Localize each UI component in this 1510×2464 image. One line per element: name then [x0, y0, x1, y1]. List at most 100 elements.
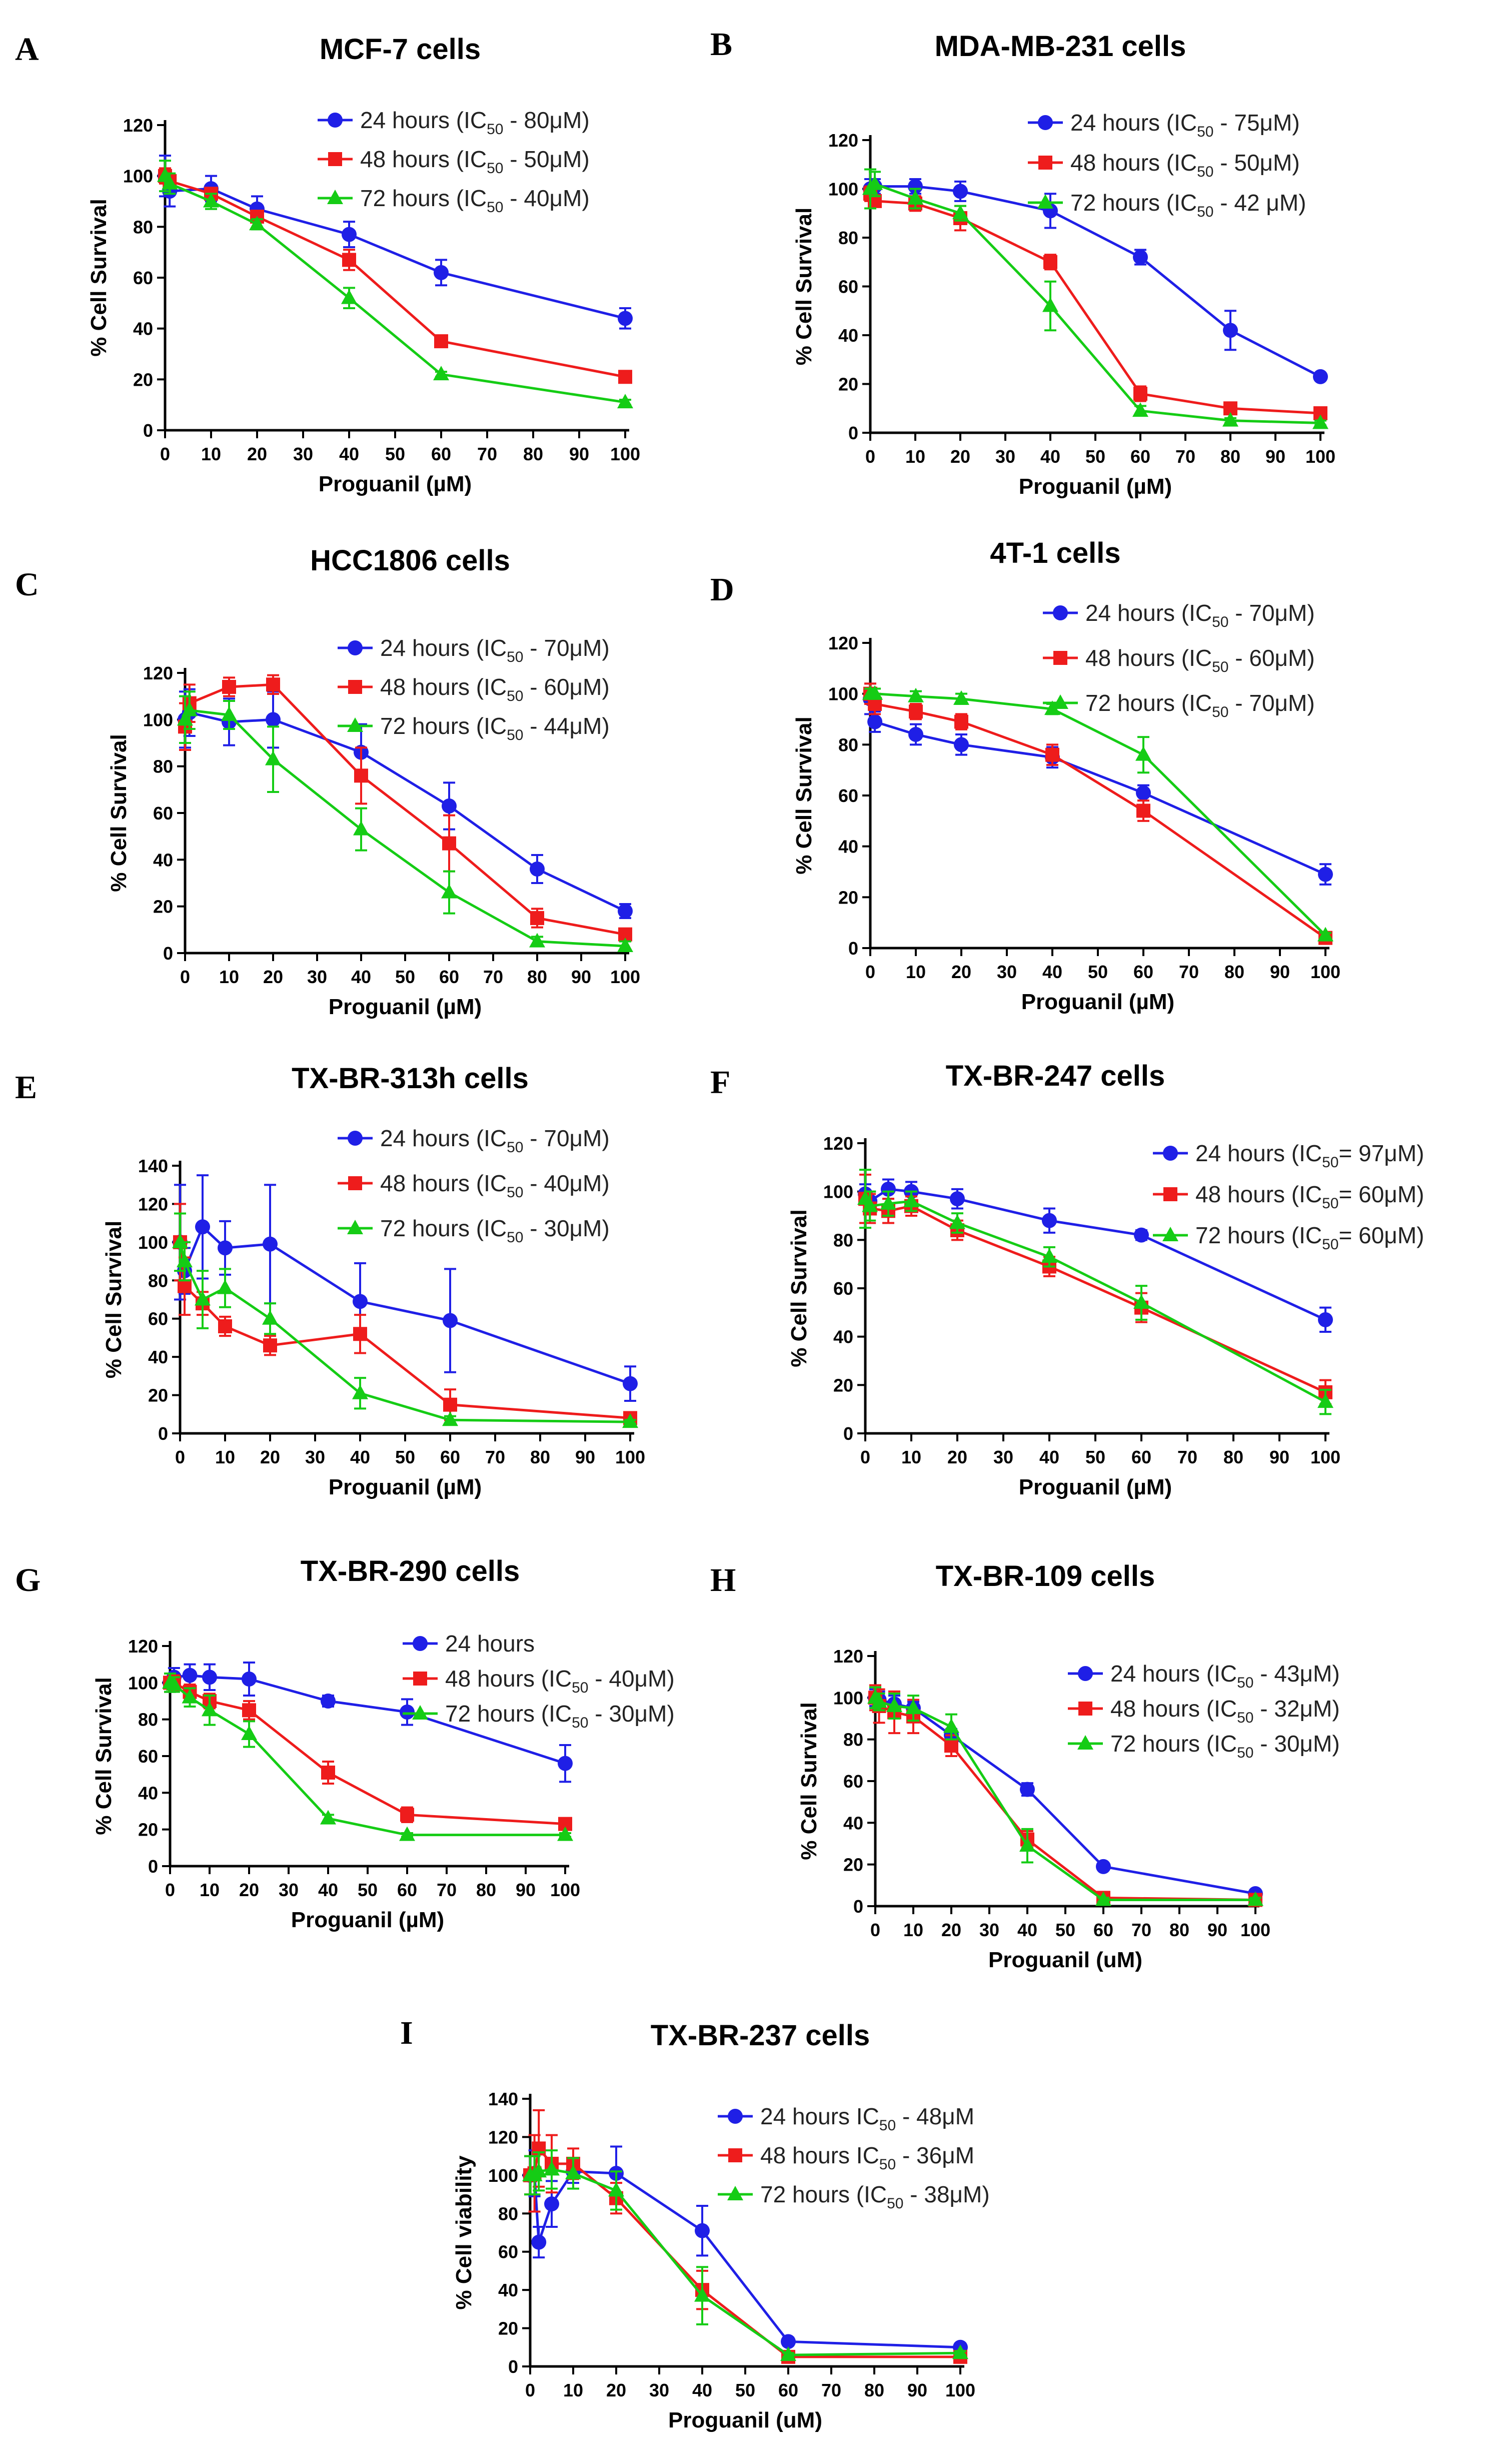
- data-point: [181, 701, 198, 716]
- data-point: [342, 253, 356, 267]
- y-tick-label: 40: [838, 837, 858, 857]
- chart-title: MDA-MB-231 cells: [935, 30, 1186, 63]
- data-point: [1133, 250, 1148, 265]
- series-line: [864, 1188, 1326, 1321]
- series-line: [870, 692, 1326, 937]
- data-point: [320, 1810, 336, 1825]
- data-point: [434, 265, 449, 280]
- x-tick-label: 40: [692, 2380, 712, 2400]
- x-tick-label: 50: [358, 1880, 378, 1900]
- y-tick-label: 140: [488, 2089, 518, 2109]
- data-point: [434, 334, 448, 349]
- x-tick-label: 10: [906, 962, 926, 982]
- panel-letter: D: [710, 571, 734, 608]
- y-tick-label: 100: [828, 179, 858, 200]
- data-point: [443, 1313, 458, 1328]
- data-point: [949, 1214, 965, 1229]
- legend-label: 24 hours (IC50 - 43μM): [1110, 1661, 1340, 1691]
- legend-label: 72 hours (IC50 - 70μM): [1085, 690, 1315, 720]
- legend-label: 48 hours (IC50 - 50μM): [360, 146, 590, 177]
- legend-item-1: 24 hours IC50 - 48μM: [718, 2103, 974, 2134]
- data-point: [242, 1703, 256, 1718]
- x-tick-label: 100: [1305, 446, 1335, 467]
- x-tick-label: 100: [610, 967, 640, 987]
- y-tick-label: 100: [123, 166, 153, 187]
- data-point: [908, 687, 924, 702]
- y-tick-label: 20: [153, 897, 173, 917]
- data-point: [903, 1193, 919, 1207]
- legend-label: 72 hours (IC50 - 38μM): [760, 2181, 990, 2212]
- legend-marker: [1078, 1702, 1092, 1716]
- data-point: [944, 1739, 958, 1753]
- data-point: [218, 1240, 233, 1256]
- chart-panel-f: F TX-BR-247 cells 0 20 40 60 80 100 120 0 10 20 30 40…: [710, 1060, 1424, 1499]
- series-3: [857, 1169, 1333, 1415]
- chart-panel-a: A MCF-7 cells 0 20 40 60 80 100 120 0 10 20 30 40 50 60…: [15, 31, 640, 496]
- y-tick-label: 0: [163, 943, 173, 964]
- data-point: [781, 2334, 796, 2349]
- series-line: [874, 1697, 1256, 1901]
- data-point: [617, 394, 633, 409]
- x-tick-label: 40: [351, 967, 371, 987]
- data-point: [622, 1413, 638, 1428]
- chart-title: MCF-7 cells: [320, 33, 481, 66]
- series-3: [522, 2149, 968, 2361]
- legend-label: 48 hours (IC50 - 60μM): [1085, 645, 1315, 675]
- series-2: [163, 1673, 572, 1831]
- y-tick-label: 40: [138, 1783, 158, 1803]
- data-point: [867, 175, 883, 190]
- legend-label: 72 hours (IC50 - 42 μM): [1070, 190, 1306, 220]
- legend-marker: [413, 1672, 427, 1686]
- data-point: [1318, 1312, 1333, 1327]
- legend-item-3: 72 hours (IC50 - 40μM): [318, 185, 590, 216]
- data-point: [953, 184, 968, 199]
- data-point: [608, 2182, 624, 2197]
- data-point: [203, 193, 219, 208]
- legend-label: 48 hours (IC50= 60μM): [1195, 1181, 1424, 1212]
- data-point: [950, 1191, 965, 1207]
- series-3: [177, 690, 633, 952]
- data-point: [544, 2161, 560, 2176]
- data-point: [1318, 867, 1333, 882]
- panel-letter: I: [400, 2015, 413, 2051]
- data-point: [871, 1693, 887, 1708]
- legend-label: 72 hours (IC50 - 40μM): [360, 185, 590, 216]
- x-tick-label: 90: [575, 1447, 595, 1467]
- y-tick-label: 60: [138, 1746, 158, 1767]
- x-tick-label: 60: [778, 2380, 798, 2400]
- data-point: [1317, 927, 1333, 942]
- legend-marker: [1163, 1146, 1178, 1161]
- y-tick-label: 60: [838, 785, 858, 806]
- data-point: [529, 933, 545, 948]
- series-line: [869, 193, 1321, 415]
- data-point: [353, 820, 369, 836]
- x-tick-label: 0: [525, 2380, 535, 2400]
- legend-item-1: 24 hours (IC50 - 43μM): [1068, 1661, 1340, 1691]
- y-tick-label: 0: [158, 1423, 168, 1444]
- data-point: [953, 690, 969, 705]
- data-point: [242, 1672, 257, 1687]
- series-line: [869, 182, 1321, 424]
- chart-panel-d: D 4T-1 cells 0 20 40 60 80 100 120 0 10 20 30 40 50 60 7…: [710, 537, 1340, 1014]
- y-tick-label: 120: [833, 1646, 863, 1667]
- series-line: [184, 708, 626, 948]
- legend-item-2: 48 hours (IC50= 60μM): [1153, 1181, 1424, 1212]
- legend-label: 48 hours IC50 - 36μM: [760, 2142, 974, 2173]
- data-point: [262, 1310, 278, 1325]
- series-3: [862, 168, 1328, 429]
- x-tick-label: 60: [1133, 962, 1153, 982]
- x-tick-label: 50: [395, 1447, 415, 1467]
- x-tick-label: 0: [860, 1447, 870, 1467]
- x-tick-label: 20: [239, 1880, 259, 1900]
- data-point: [1247, 1891, 1263, 1906]
- y-axis-title: % Cell Survival: [797, 1702, 821, 1860]
- data-point: [1042, 297, 1058, 312]
- series-line: [869, 693, 1326, 939]
- data-point: [400, 1808, 414, 1822]
- data-point: [531, 2234, 547, 2250]
- x-tick-label: 50: [1088, 962, 1108, 982]
- legend-marker: [328, 113, 343, 128]
- x-tick-label: 10: [215, 1447, 235, 1467]
- data-point: [694, 2287, 710, 2302]
- legend-marker: [728, 2148, 742, 2162]
